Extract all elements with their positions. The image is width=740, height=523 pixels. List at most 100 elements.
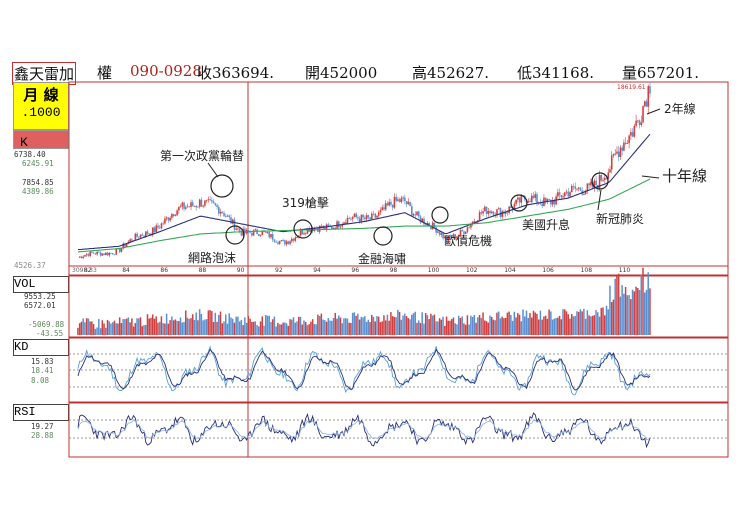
- volume-bar: [237, 316, 239, 335]
- volume-bar: [638, 289, 641, 335]
- volume-bar: [282, 322, 284, 335]
- candle-body: [191, 202, 194, 207]
- candle-body: [562, 196, 564, 198]
- volume-bar: [605, 305, 608, 335]
- candle-body: [87, 254, 90, 256]
- candle-body: [278, 241, 281, 244]
- candle-body: [464, 231, 467, 234]
- candle-body: [619, 147, 622, 158]
- volume-bar: [485, 321, 488, 335]
- candle-body: [183, 202, 185, 209]
- candle-body: [384, 203, 387, 210]
- candle-body: [527, 201, 530, 203]
- candle-body: [412, 214, 415, 216]
- candle-body: [583, 194, 585, 195]
- candle-body: [129, 239, 131, 242]
- volume-bar: [224, 314, 227, 335]
- volume-bar: [565, 311, 568, 335]
- candle-body: [118, 248, 121, 252]
- annotation-5: 歐債危機: [444, 233, 492, 248]
- volume-bar: [550, 311, 552, 335]
- volume-bar: [221, 323, 224, 335]
- candle-body: [407, 201, 410, 205]
- candle-body: [287, 241, 290, 244]
- volume-bar: [494, 320, 496, 335]
- candle-body: [624, 142, 627, 144]
- volume-bar: [162, 323, 164, 335]
- volume-bar: [562, 309, 564, 335]
- candle-body: [457, 234, 460, 237]
- candle-body: [226, 215, 229, 217]
- volume-bar: [299, 316, 302, 335]
- volume-bar: [94, 328, 97, 335]
- candle-body: [115, 249, 118, 255]
- candle-body: [484, 206, 486, 212]
- candle-body: [423, 218, 425, 225]
- candle-body: [390, 201, 392, 205]
- candle-body: [219, 211, 222, 214]
- candle-body: [610, 155, 613, 170]
- volume-bar: [364, 316, 366, 335]
- candle-body: [94, 253, 97, 255]
- candle-body: [337, 221, 340, 228]
- candle-body: [506, 212, 509, 214]
- candle-body: [358, 218, 361, 222]
- volume-bar: [287, 325, 290, 335]
- volume-bar: [120, 322, 123, 335]
- volume-bar: [464, 324, 467, 335]
- candle-body: [103, 253, 105, 255]
- volume-bar: [308, 324, 310, 335]
- volume-bar: [249, 318, 251, 335]
- volume-bar: [383, 315, 385, 335]
- volume-bar: [291, 319, 293, 335]
- volume-bar: [416, 322, 418, 335]
- volume-bar: [198, 309, 201, 335]
- candle-body: [291, 238, 293, 242]
- candle-body: [631, 132, 634, 137]
- candle-body: [364, 217, 366, 220]
- volume-bar: [647, 272, 649, 335]
- annotation-arrow-2: [646, 108, 661, 115]
- volume-bar: [174, 319, 177, 335]
- volume-bar: [153, 318, 156, 335]
- candle-body: [569, 192, 571, 197]
- candle-body: [125, 243, 128, 247]
- candle-body: [459, 230, 462, 235]
- candle-body: [120, 248, 123, 252]
- candle-body: [640, 122, 643, 125]
- volume-bar: [358, 319, 361, 335]
- candle-body: [209, 199, 211, 201]
- kd-lines-group: [77, 345, 651, 396]
- candle-body: [235, 228, 238, 230]
- candle-body: [470, 224, 472, 228]
- volume-bar: [525, 310, 528, 335]
- candle-body: [204, 200, 206, 206]
- volume-bar: [350, 322, 352, 335]
- candle-body: [614, 153, 617, 155]
- candle-body: [181, 202, 184, 207]
- volume-bar: [244, 317, 246, 335]
- candle-body: [400, 197, 403, 202]
- annotation-arrow-1: [207, 162, 219, 178]
- volume-bar: [551, 319, 554, 335]
- candle-body: [197, 206, 199, 208]
- volume-bar: [205, 319, 208, 335]
- volume-bar: [484, 320, 486, 335]
- candle-body: [377, 212, 380, 216]
- volume-bar: [264, 315, 267, 335]
- candle-body: [616, 151, 618, 154]
- volume-bar: [273, 316, 276, 335]
- candle-body: [263, 231, 265, 233]
- high-label: 高452627.: [412, 64, 490, 82]
- volume-bar: [178, 321, 180, 335]
- left-value-5: 4526.37: [14, 261, 46, 270]
- candle-body: [643, 101, 646, 107]
- volume-bar: [643, 292, 646, 335]
- volume-bar: [475, 322, 477, 335]
- volume-bar: [131, 318, 133, 335]
- volume-bar: [351, 312, 354, 335]
- right-label: 權: [97, 64, 113, 82]
- volume-bar: [529, 313, 531, 335]
- x-tick-label: 104: [504, 267, 516, 274]
- volume-bar: [371, 314, 373, 335]
